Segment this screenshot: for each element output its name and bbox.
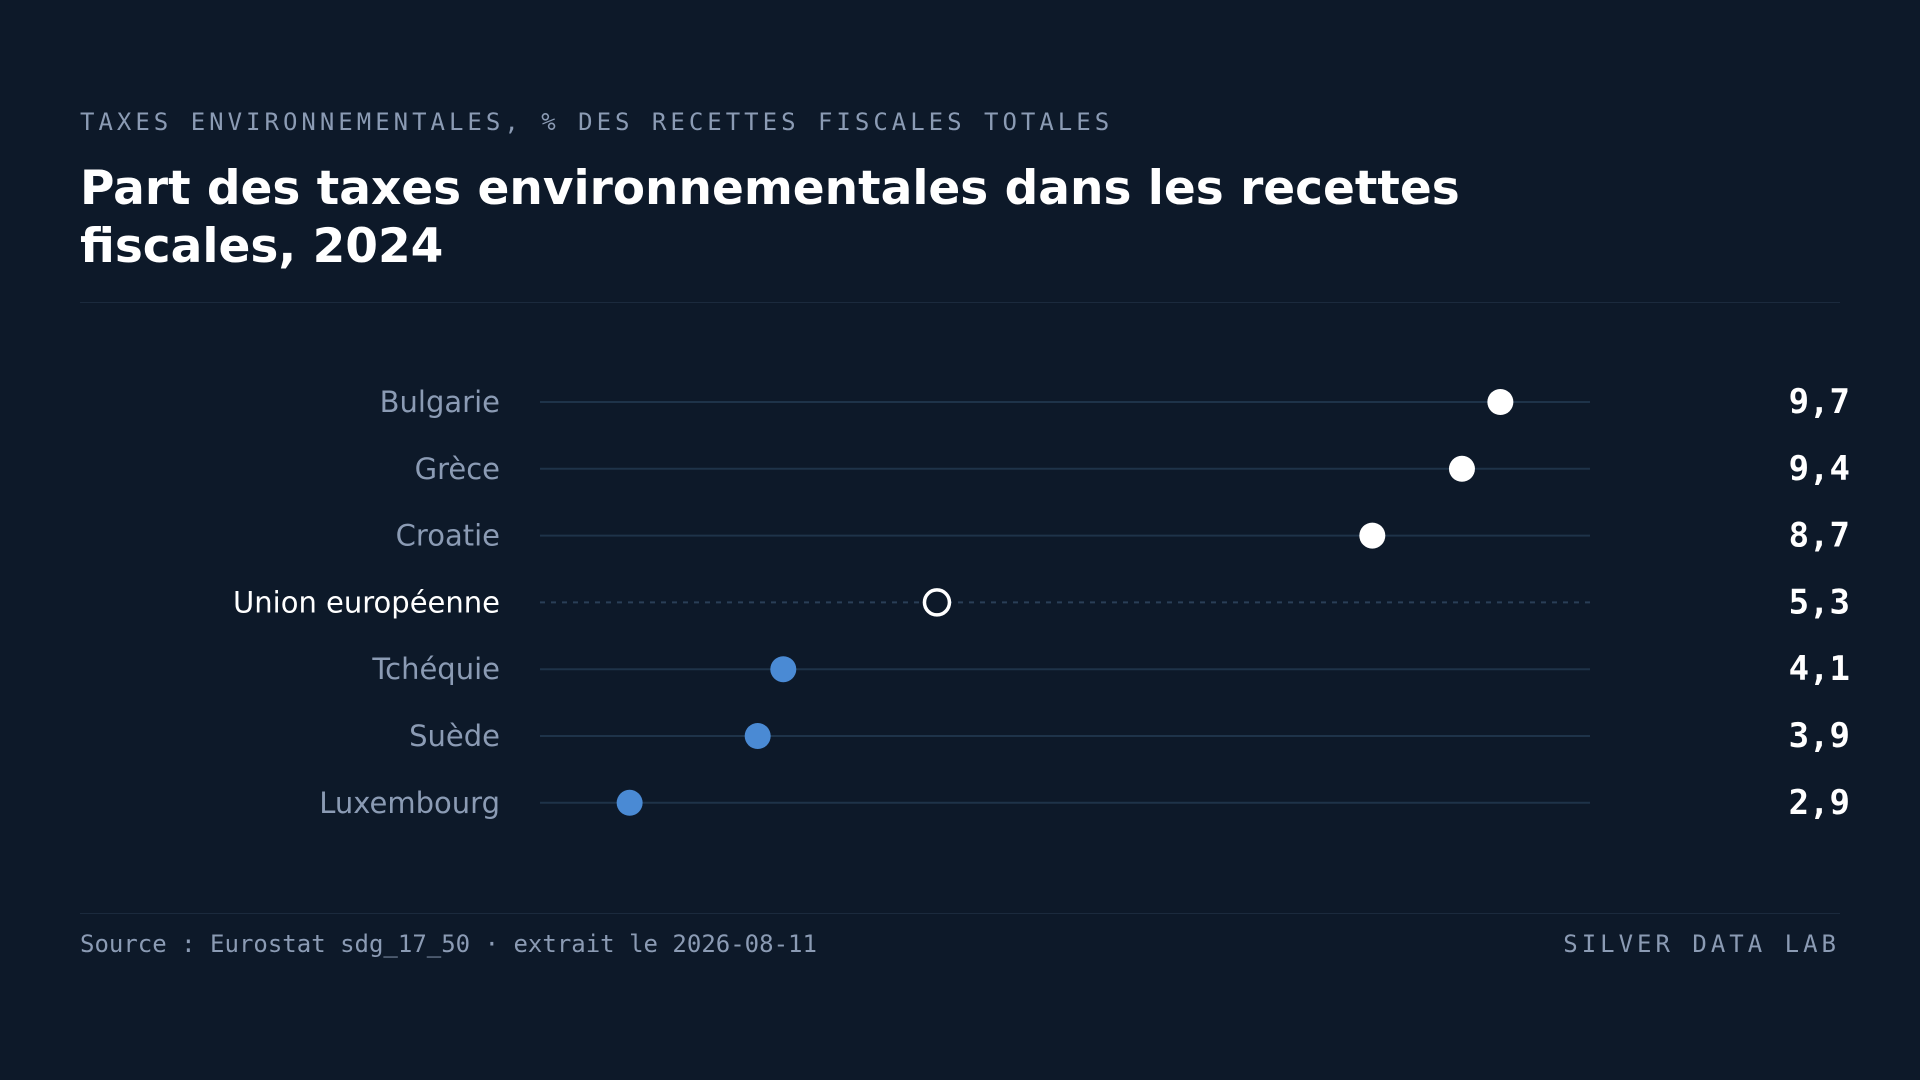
category-label-grece: Grèce [415,452,500,486]
value-label-tchequie: 4,1 [1789,649,1850,689]
value-label-union-europeenne: 5,3 [1789,582,1850,622]
category-label-bulgarie: Bulgarie [380,385,500,419]
value-label-suede: 3,9 [1789,716,1850,756]
category-label-union-europeenne: Union européenne [233,585,500,619]
footer-divider [80,913,1840,914]
value-label-luxembourg: 2,9 [1789,783,1850,823]
data-point-grece [1448,455,1475,482]
value-label-croatie: 8,7 [1789,516,1850,556]
brand-label: SILVER DATA LAB [1563,930,1840,958]
source-note: Source : Eurostat sdg_17_50 · extrait le… [80,930,817,958]
category-label-luxembourg: Luxembourg [319,786,500,820]
data-point-tchequie [770,656,797,683]
data-point-suede [744,723,771,749]
data-point-luxembourg [616,789,643,816]
chart-eyebrow: TAXES ENVIRONNEMENTALES, % DES RECETTES … [80,108,1114,136]
category-label-croatie: Croatie [396,519,500,553]
data-point-croatie [1359,522,1386,549]
category-label-tchequie: Tchéquie [371,652,500,686]
value-label-grece: 9,4 [1789,449,1850,489]
category-label-suede: Suède [409,719,500,753]
data-point-union-europeenne [922,588,952,617]
chart-title: Part des taxes environnementales dans le… [80,161,1460,274]
header-divider [80,302,1840,303]
data-point-bulgarie [1487,389,1514,415]
value-label-bulgarie: 9,7 [1789,382,1850,422]
